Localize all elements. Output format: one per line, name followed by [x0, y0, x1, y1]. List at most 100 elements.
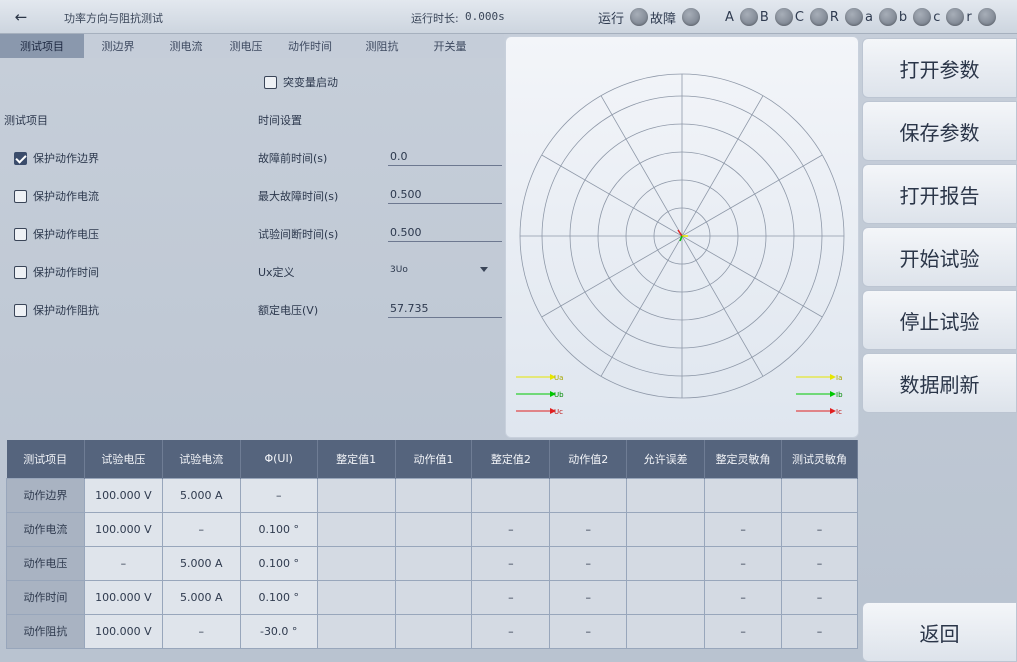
table-cell: 100.000 V [83, 613, 163, 649]
item-time-row[interactable]: 保护动作时间 [14, 264, 99, 280]
rated-voltage-input[interactable]: 57.735 [388, 296, 502, 318]
item-impedance-row[interactable]: 保护动作阻抗 [14, 302, 99, 318]
interval-time-label: 试验间断时间(s) [258, 228, 339, 241]
table-cell [316, 545, 396, 581]
table-cell: – [704, 511, 783, 547]
interval-time-input[interactable]: 0.500 [388, 220, 502, 242]
table-cell: – [161, 511, 241, 547]
table-cell [626, 477, 706, 513]
sudden-start-checkbox-row[interactable]: 突变量启动 [264, 74, 338, 90]
tab-test-current[interactable]: 测电流 [169, 40, 203, 53]
table-cell: -30.0 ° [239, 613, 318, 649]
run-lamp-icon [630, 8, 649, 26]
ux-definition-value: 3Uo [390, 265, 408, 275]
results-table: 测试项目 试验电压 试验电流 Φ(UI) 整定值1 动作值1 整定值2 动作值2… [6, 440, 858, 649]
run-status: 运行 [598, 5, 654, 29]
save-params-button[interactable]: 保存参数 [862, 101, 1017, 161]
sudden-start-checkbox[interactable] [264, 75, 277, 89]
item-time-label: 保护动作时间 [33, 266, 99, 279]
tab-test-impedance[interactable]: 测阻抗 [365, 40, 399, 53]
back-arrow-button[interactable]: ← [8, 6, 34, 28]
tab-action-time[interactable]: 动作时间 [288, 40, 332, 53]
origin-vectors [677, 229, 688, 242]
tab-test-items[interactable]: 测试项目 [0, 34, 84, 58]
phase-label-B: B [759, 9, 769, 25]
item-boundary-row[interactable]: 保护动作边界 [14, 150, 99, 166]
table-row[interactable]: 动作时间 100.000 V 5.000 A 0.100 ° – – – – [6, 579, 858, 615]
col-header: 允许误差 [626, 440, 706, 478]
max-fault-time-label: 最大故障时间(s) [258, 190, 339, 203]
table-cell: – [471, 511, 551, 547]
table-row[interactable]: 动作电压 – 5.000 A 0.100 ° – – – – [6, 545, 858, 581]
col-header: 测试项目 [6, 440, 85, 478]
table-header-row: 测试项目 试验电压 试验电流 Φ(UI) 整定值1 动作值1 整定值2 动作值2… [6, 440, 858, 478]
tab-test-boundary[interactable]: 测边界 [101, 40, 135, 53]
phase-lamp-icon [913, 8, 932, 26]
table-cell: – [704, 579, 783, 615]
fault-status-label: 故障 [650, 11, 677, 27]
table-cell: – [83, 545, 163, 581]
col-header: 动作值1 [395, 440, 473, 478]
phase-lamp-icon [977, 8, 996, 26]
item-voltage-row[interactable]: 保护动作电压 [14, 226, 99, 242]
table-cell [704, 477, 783, 513]
tab-bar: 测试项目 测边界 测电流 测电压 动作时间 测阻抗 开关量 [0, 34, 504, 58]
interval-time-value: 0.500 [390, 226, 422, 239]
table-cell: – [471, 579, 551, 615]
max-fault-time-value: 0.500 [390, 188, 422, 201]
table-cell: – [471, 613, 551, 649]
legend-ib: Ib [836, 391, 843, 399]
table-cell: 动作电流 [6, 511, 85, 547]
table-row[interactable]: 动作边界 100.000 V 5.000 A – [6, 477, 858, 513]
item-current-row[interactable]: 保护动作电流 [14, 188, 99, 204]
item-boundary-checkbox[interactable] [14, 151, 27, 165]
table-row[interactable]: 动作电流 100.000 V – 0.100 ° – – – – [6, 511, 858, 547]
table-cell [626, 579, 706, 615]
item-impedance-label: 保护动作阻抗 [33, 304, 99, 317]
table-cell: – [549, 511, 628, 547]
phase-lamps: A B C R a b c r [721, 5, 996, 29]
refresh-data-button[interactable]: 数据刷新 [862, 353, 1017, 413]
ux-definition-select[interactable]: 3Uo [388, 258, 502, 280]
stop-test-button[interactable]: 停止试验 [862, 290, 1017, 350]
fault-lamp-icon [682, 8, 701, 26]
table-cell [394, 545, 473, 581]
return-button[interactable]: 返回 [862, 602, 1017, 662]
table-cell [626, 511, 706, 547]
table-cell: – [239, 477, 318, 513]
phase-lamp-icon [878, 8, 897, 26]
item-current-checkbox[interactable] [14, 189, 27, 203]
tab-test-voltage[interactable]: 测电压 [229, 40, 263, 53]
table-cell: 100.000 V [83, 511, 163, 547]
vector-plot-panel: Ua Ub Uc Ia Ib Ic [505, 36, 859, 438]
table-cell: – [781, 613, 858, 649]
pre-fault-time-label: 故障前时间(s) [258, 152, 328, 165]
item-time-checkbox[interactable] [14, 265, 27, 279]
table-cell [316, 477, 396, 513]
item-voltage-checkbox[interactable] [14, 227, 27, 241]
phase-label-a: a [864, 9, 873, 25]
table-cell: 0.100 ° [239, 511, 318, 547]
phase-lamp-icon [946, 8, 965, 26]
phase-lamp-icon [809, 8, 828, 26]
table-row[interactable]: 动作阻抗 100.000 V – -30.0 ° – – – – [6, 613, 858, 649]
table-cell [626, 613, 706, 649]
ux-definition-label: Ux定义 [258, 266, 295, 279]
pre-fault-time-input[interactable]: 0.0 [388, 144, 502, 166]
open-report-button[interactable]: 打开报告 [862, 164, 1017, 224]
polar-vector-plot: Ua Ub Uc Ia Ib Ic [516, 73, 845, 416]
item-impedance-checkbox[interactable] [14, 303, 27, 317]
open-params-button[interactable]: 打开参数 [862, 38, 1017, 98]
max-fault-time-input[interactable]: 0.500 [388, 182, 502, 204]
table-cell [394, 477, 473, 513]
table-cell: 5.000 A [161, 477, 241, 513]
legend-ua: Ua [554, 374, 563, 382]
table-cell: 100.000 V [83, 477, 163, 513]
start-test-button[interactable]: 开始试验 [862, 227, 1017, 287]
tab-switch-io[interactable]: 开关量 [433, 40, 467, 53]
col-header: 整定值1 [317, 440, 396, 478]
table-cell: 动作边界 [6, 477, 85, 513]
results-table-container: 测试项目 试验电压 试验电流 Φ(UI) 整定值1 动作值1 整定值2 动作值2… [6, 440, 858, 649]
table-cell [626, 545, 706, 581]
